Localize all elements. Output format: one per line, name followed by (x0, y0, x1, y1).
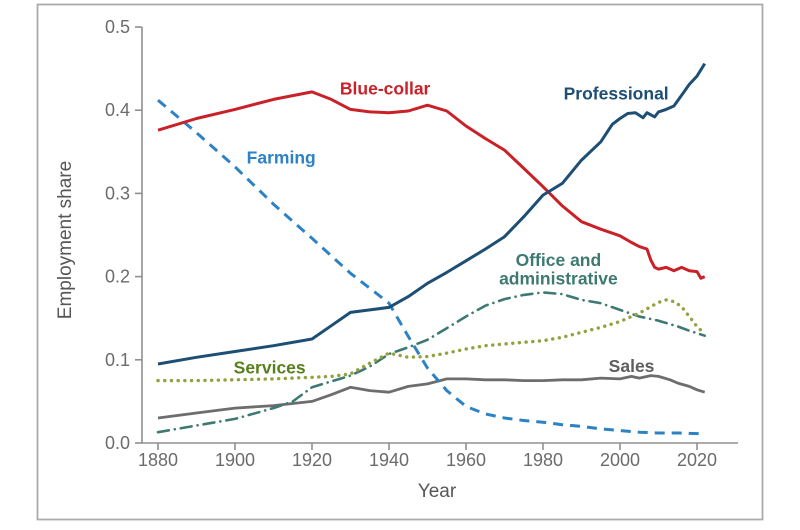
y-tick-label-0.5: 0.5 (105, 17, 130, 37)
x-tick-label-1940: 1940 (369, 450, 409, 470)
y-tick-label-0.0: 0.0 (105, 433, 130, 453)
y-tick-label-0.1: 0.1 (105, 350, 130, 370)
x-tick-label-1900: 1900 (215, 450, 255, 470)
professional-label: Professional (564, 84, 669, 104)
office_admin-line (156, 291, 707, 434)
x-tick-label-1980: 1980 (523, 450, 563, 470)
sales-line (157, 374, 706, 420)
farming-line (157, 99, 705, 436)
x-tick-label-2020: 2020 (677, 450, 717, 470)
services-line (156, 298, 707, 383)
office_admin-label-line2: administrative (499, 268, 618, 288)
professional-line (157, 62, 706, 366)
x-tick-label-1920: 1920 (292, 450, 332, 470)
x-tick-label-2000: 2000 (600, 450, 640, 470)
x-tick-label-1880: 1880 (138, 450, 178, 470)
blue_collar-line (157, 90, 706, 280)
y-tick-label-0.2: 0.2 (105, 267, 130, 287)
y-axis-title: Employment share (55, 160, 76, 320)
x-axis-title: Year (417, 481, 457, 502)
y-tick-label-0.3: 0.3 (105, 183, 130, 203)
sales-label: Sales (609, 356, 655, 376)
farming-label: Farming (247, 148, 316, 168)
x-tick-label-1960: 1960 (446, 450, 486, 470)
office_admin-label-line1: Office and (516, 250, 602, 270)
y-tick-label-0.4: 0.4 (105, 100, 130, 120)
figure-border (36, 3, 764, 521)
services-label: Services (234, 357, 306, 377)
blue_collar-label: Blue-collar (340, 79, 431, 99)
